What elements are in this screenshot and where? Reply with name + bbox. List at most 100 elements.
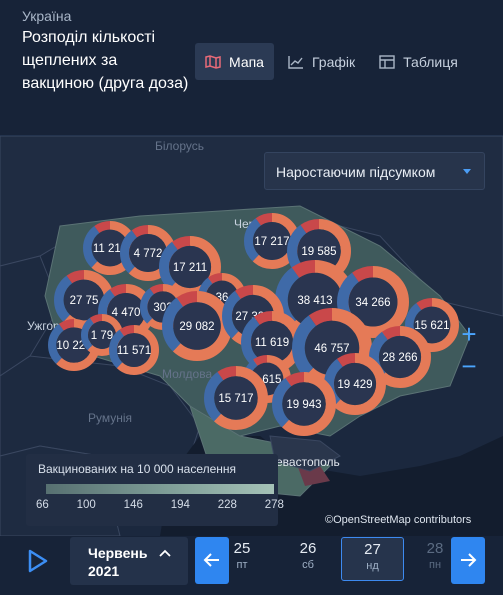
- day-26[interactable]: 26 сб: [278, 540, 338, 571]
- bubble-center: [214, 376, 258, 420]
- bubble-center: [117, 333, 151, 367]
- bubble-ring-segment: [139, 284, 186, 331]
- legend-gradient: [46, 484, 274, 494]
- bubble-center: [282, 382, 326, 426]
- day-weekday: нд: [366, 560, 379, 572]
- bubble-ring-segment: [48, 318, 101, 372]
- bubble-ring-segment: [221, 285, 284, 348]
- bubble-label: 34 266: [355, 297, 390, 309]
- bubble-ring-segment: [271, 372, 336, 437]
- bubble-ring-segment: [405, 297, 460, 352]
- bubble-label: 4 470: [112, 307, 141, 319]
- bubble-label: 17 217: [254, 236, 289, 248]
- legend-tick: 194: [170, 499, 190, 511]
- bubbles-layer: 11 210 4 772 17 211 17 217 19 585 27 75 4 470 3…: [48, 213, 460, 437]
- region-bubble[interactable]: 15 717: [203, 366, 268, 431]
- day-weekday: пн: [428, 559, 442, 571]
- region-bubble[interactable]: 11 571: [109, 325, 159, 375]
- day-27-selected[interactable]: 27 нд: [341, 537, 404, 581]
- tab-map-label: Мапа: [229, 53, 264, 70]
- arrow-right-icon: [461, 553, 477, 567]
- zoom-in-button[interactable]: +: [461, 319, 477, 349]
- bubble-center: [91, 229, 129, 267]
- bubble-ring-segment: [242, 355, 291, 404]
- legend-title: Вакцинованих на 10 000 населення: [38, 462, 237, 476]
- day-25[interactable]: 25 пт: [212, 540, 272, 571]
- tab-table-label: Таблиця: [403, 53, 458, 70]
- bubble-ring-segment: [197, 273, 246, 322]
- bubble-ring-segment: [119, 225, 176, 282]
- bubble-ring-segment: [287, 219, 352, 284]
- tab-table[interactable]: Таблиця: [369, 43, 468, 80]
- bubble-center: [173, 302, 221, 350]
- bubble-ring-segment: [158, 236, 222, 299]
- place-uzhhorod: Ужгор: [27, 319, 60, 333]
- bubble-label: 11 619: [255, 337, 289, 349]
- bubble-ring-segment: [81, 314, 123, 356]
- place-belarus: Білорусь: [155, 139, 204, 153]
- place-sevastopol: евастополь: [276, 455, 340, 469]
- bubble-ring-segment: [82, 220, 138, 276]
- bubble-center: [250, 320, 294, 364]
- tab-chart[interactable]: Графік: [278, 43, 365, 80]
- bubble-label: 1 79: [91, 330, 113, 342]
- bubble-label: 19 585: [301, 246, 336, 258]
- bubble-ring-segment: [54, 269, 115, 331]
- bubble-ring-segment: [54, 269, 115, 331]
- bubble-label: 11 210: [93, 243, 127, 255]
- region-bubble[interactable]: 1 79: [81, 314, 123, 356]
- country-label: Україна: [22, 8, 72, 24]
- tab-chart-label: Графік: [311, 53, 356, 70]
- bubble-label: 28 266: [382, 352, 417, 364]
- legend-tick: 228: [217, 499, 237, 511]
- bubble-ring-segment: [291, 308, 372, 389]
- play-icon[interactable]: [22, 548, 52, 574]
- zoom-out-button[interactable]: −: [461, 351, 477, 381]
- region-bubble[interactable]: 34 266: [336, 265, 409, 338]
- bubble-ring-segment: [243, 213, 300, 270]
- region-bubble[interactable]: 28 266: [368, 326, 431, 389]
- bubble-ring-segment: [221, 285, 284, 348]
- bubble-ring-segment: [271, 372, 336, 437]
- map-attribution[interactable]: ©OpenStreetMap contributors: [325, 514, 472, 526]
- bubble-center: [168, 245, 212, 289]
- legend-tick: 146: [123, 499, 143, 511]
- day-28[interactable]: 28 пн: [410, 540, 460, 571]
- next-day-button[interactable]: [451, 537, 485, 584]
- bubble-center: [333, 362, 377, 406]
- month-year: 2021: [88, 563, 120, 579]
- region-bubble[interactable]: 19 429: [323, 353, 386, 416]
- month-selector[interactable]: Червень 2021: [70, 537, 188, 585]
- map-svg: Білорусь Молдова Румунія Ужгор Чер еваст…: [0, 136, 503, 536]
- legend-tick: 100: [76, 499, 96, 511]
- bubble-ring-segment: [81, 314, 123, 356]
- bubble-ring-segment: [97, 284, 154, 341]
- region-bubble[interactable]: 19 943: [271, 372, 336, 437]
- prev-day-button[interactable]: [195, 537, 229, 584]
- bubble-ring-segment: [139, 284, 186, 331]
- bubble-center: [128, 233, 168, 273]
- map-icon: [205, 54, 221, 69]
- legend-ticks: 66 100 146 194 228 278: [36, 499, 284, 511]
- bubble-ring-segment: [287, 219, 352, 284]
- region-bubble[interactable]: 17 211: [158, 236, 222, 299]
- mode-dropdown[interactable]: Наростаючим підсумком: [264, 152, 485, 190]
- page-title: Розподіл кількості щеплених за вакциною …: [22, 29, 189, 92]
- tab-map[interactable]: Мапа: [195, 43, 274, 80]
- region-bubble[interactable]: 15 621: [405, 297, 460, 352]
- bubble-ring-segment: [109, 325, 159, 375]
- mode-dropdown-value: Наростаючим підсумком: [276, 164, 436, 180]
- chevron-down-icon: [463, 169, 471, 174]
- region-bubble[interactable]: 29 082: [162, 290, 233, 361]
- map-canvas[interactable]: Білорусь Молдова Румунія Ужгор Чер еваст…: [0, 136, 503, 536]
- bubble-ring-segment: [336, 265, 409, 338]
- legend-tick: 66: [36, 499, 49, 511]
- bubble-center: [413, 306, 451, 344]
- bubble-label: 15 621: [414, 320, 449, 332]
- bubble-label: 17 211: [173, 262, 207, 274]
- bubble-label: 29 082: [179, 321, 214, 333]
- bubble-ring-segment: [368, 326, 431, 389]
- bubble-ring-segment: [203, 366, 268, 431]
- bubble-center: [88, 321, 116, 349]
- bubble-center: [252, 221, 292, 261]
